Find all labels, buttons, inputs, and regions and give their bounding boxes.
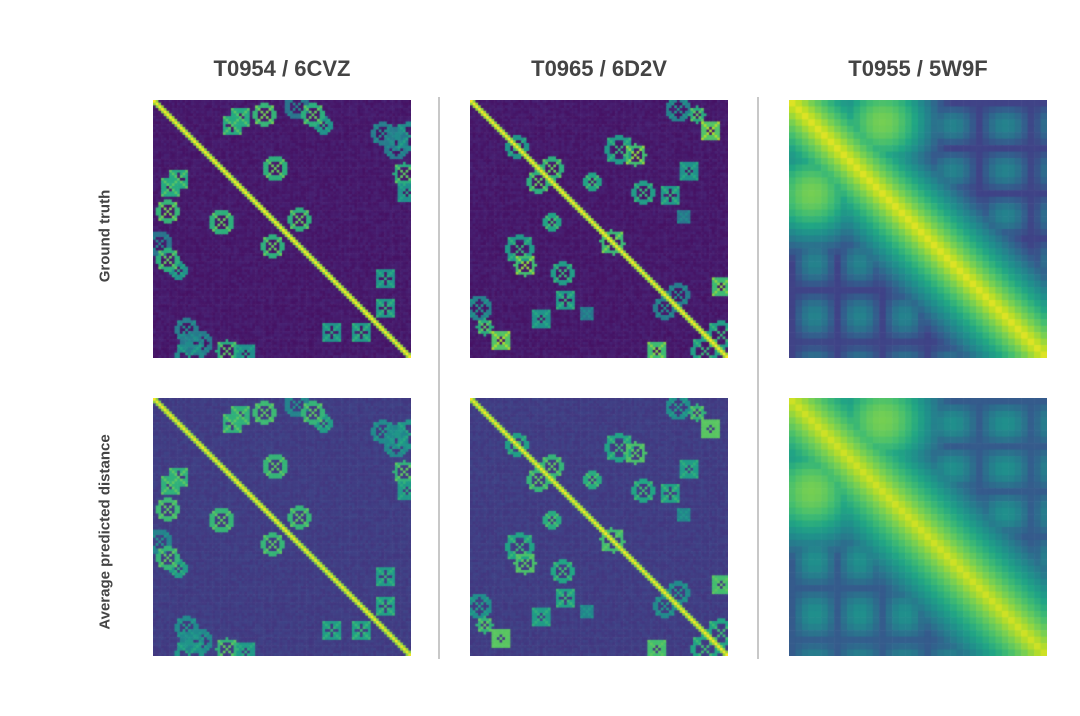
column-title-t0955: T0955 / 5W9F bbox=[848, 56, 988, 81]
column-title-t0965: T0965 / 6D2V bbox=[531, 56, 667, 81]
heatmap-canvas bbox=[153, 398, 411, 656]
column-divider-1 bbox=[438, 97, 440, 659]
heatmap-canvas bbox=[789, 100, 1047, 358]
column-title-t0954: T0954 / 6CVZ bbox=[213, 56, 351, 81]
heatmap-t0955-predicted bbox=[789, 398, 1047, 656]
row-label-average-predicted-distance: Average predicted distance bbox=[96, 434, 114, 630]
heatmap-t0954-predicted bbox=[153, 398, 411, 656]
heatmap-t0965-ground-truth bbox=[470, 100, 728, 358]
column-divider-2 bbox=[757, 97, 759, 659]
heatmap-t0954-ground-truth bbox=[153, 100, 411, 358]
heatmap-canvas bbox=[470, 398, 728, 656]
heatmap-t0965-predicted bbox=[470, 398, 728, 656]
heatmap-canvas bbox=[789, 398, 1047, 656]
heatmap-canvas bbox=[153, 100, 411, 358]
heatmap-canvas bbox=[470, 100, 728, 358]
row-label-ground-truth: Ground truth bbox=[96, 189, 114, 283]
heatmap-t0955-ground-truth bbox=[789, 100, 1047, 358]
